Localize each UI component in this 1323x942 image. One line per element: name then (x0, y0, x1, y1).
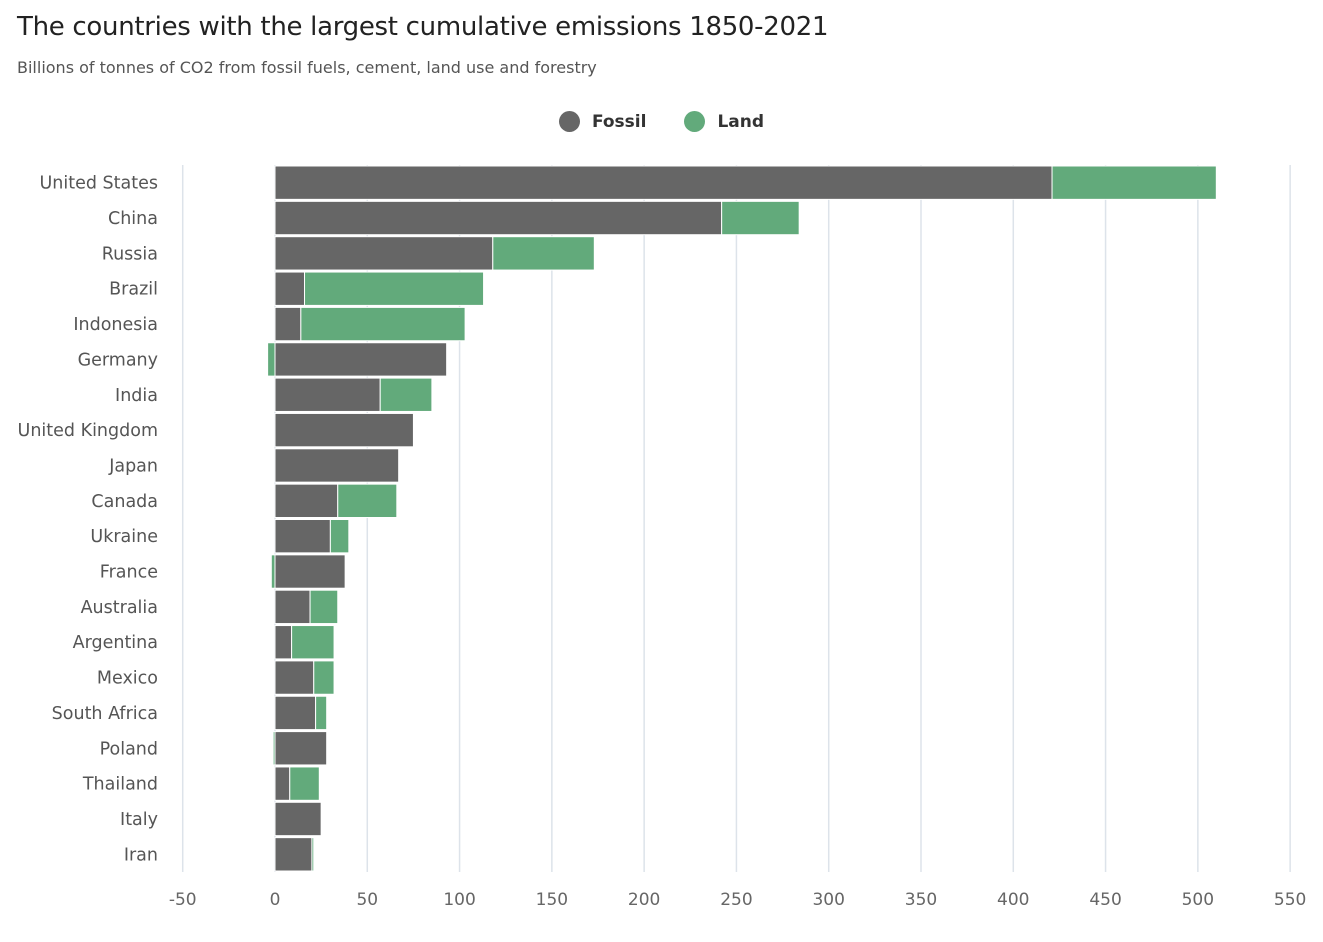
bar-land[interactable] (309, 589, 339, 625)
x-tick-label: 0 (270, 890, 281, 910)
bar-fossil[interactable] (274, 306, 302, 342)
x-tick-label: 150 (536, 890, 568, 910)
legend-label-land: Land (717, 111, 765, 132)
x-tick-label: 350 (905, 890, 937, 910)
category-label: Thailand (82, 775, 158, 795)
bar-fossil[interactable] (274, 412, 414, 448)
x-tick-label: 400 (997, 890, 1029, 910)
chart-legend: Fossil Land (0, 111, 1323, 132)
bar-land[interactable] (300, 306, 466, 342)
legend-item-fossil[interactable]: Fossil (558, 111, 647, 132)
x-tick-label: 500 (1182, 890, 1214, 910)
bars (267, 165, 1217, 872)
bar-land[interactable] (272, 731, 276, 766)
category-labels: United States China Russia Brazil Indonesia G… (18, 174, 158, 866)
bar-land[interactable] (304, 271, 485, 306)
category-label: United Kingdom (18, 421, 158, 441)
category-label: South Africa (52, 704, 158, 724)
bar-fossil[interactable] (274, 448, 400, 483)
bar-land[interactable] (291, 625, 335, 660)
bar-fossil[interactable] (274, 483, 339, 518)
x-tick-label: 250 (720, 890, 752, 910)
x-tick-label: 100 (443, 890, 475, 910)
x-tick-label: 450 (1089, 890, 1121, 910)
category-label: Australia (81, 598, 158, 618)
bar-land[interactable] (315, 695, 328, 731)
bar-fossil[interactable] (274, 271, 306, 306)
bar-land[interactable] (311, 837, 315, 872)
bar-fossil[interactable] (274, 766, 291, 801)
category-label: Argentina (73, 633, 158, 653)
bar-land[interactable] (267, 342, 276, 377)
category-label: Russia (102, 244, 158, 264)
bar-fossil[interactable] (274, 625, 293, 660)
x-tick-label: 300 (812, 890, 844, 910)
legend-label-fossil: Fossil (591, 111, 647, 132)
bar-land[interactable] (289, 766, 320, 801)
bar-fossil[interactable] (274, 165, 1053, 200)
bar-land[interactable] (313, 660, 335, 695)
bar-fossil[interactable] (274, 519, 331, 554)
category-label: Japan (108, 456, 158, 476)
category-label: Iran (124, 845, 158, 865)
bar-land[interactable] (1051, 165, 1217, 200)
category-label: Canada (91, 492, 158, 512)
category-label: Italy (120, 810, 158, 830)
x-tick-label: 50 (356, 890, 378, 910)
grid-lines (181, 165, 1291, 872)
category-label: India (115, 386, 158, 406)
category-label: Indonesia (73, 315, 158, 335)
x-tick-labels: -50 0 50 100 150 200 250 300 350 400 450 500 550 (169, 890, 1307, 910)
x-tick-label: 200 (628, 890, 660, 910)
bar-fossil[interactable] (274, 200, 723, 236)
bar-fossil[interactable] (274, 236, 494, 271)
x-tick-label: -50 (169, 890, 197, 910)
bar-fossil[interactable] (274, 837, 313, 872)
legend-swatch-land (684, 111, 706, 132)
x-tick-label: 550 (1274, 890, 1306, 910)
bar-land[interactable] (379, 377, 433, 412)
bar-land[interactable] (270, 554, 276, 589)
legend-item-land[interactable]: Land (684, 111, 764, 132)
bar-fossil[interactable] (274, 731, 328, 766)
chart-subtitle: Billions of tonnes of CO2 from fossil fu… (17, 58, 597, 77)
category-label: Brazil (109, 280, 158, 300)
category-label: Germany (78, 350, 158, 370)
category-label: Poland (100, 739, 158, 759)
category-label: Ukraine (90, 527, 158, 547)
chart-title: The countries with the largest cumulativ… (17, 12, 829, 42)
bar-fossil[interactable] (274, 342, 448, 377)
bar-fossil[interactable] (274, 589, 311, 625)
bar-fossil[interactable] (274, 554, 346, 589)
bar-fossil[interactable] (274, 695, 317, 731)
bar-fossil[interactable] (274, 377, 381, 412)
bar-land[interactable] (492, 236, 595, 271)
category-label: China (108, 209, 158, 229)
category-label: France (100, 563, 158, 583)
category-label: United States (39, 174, 158, 194)
bar-land[interactable] (721, 200, 800, 236)
bar-fossil[interactable] (274, 660, 315, 695)
bar-land[interactable] (337, 483, 398, 518)
legend-swatch-fossil (558, 111, 580, 132)
bar-fossil[interactable] (274, 801, 322, 837)
category-label: Mexico (97, 669, 158, 689)
bar-land[interactable] (329, 519, 350, 554)
